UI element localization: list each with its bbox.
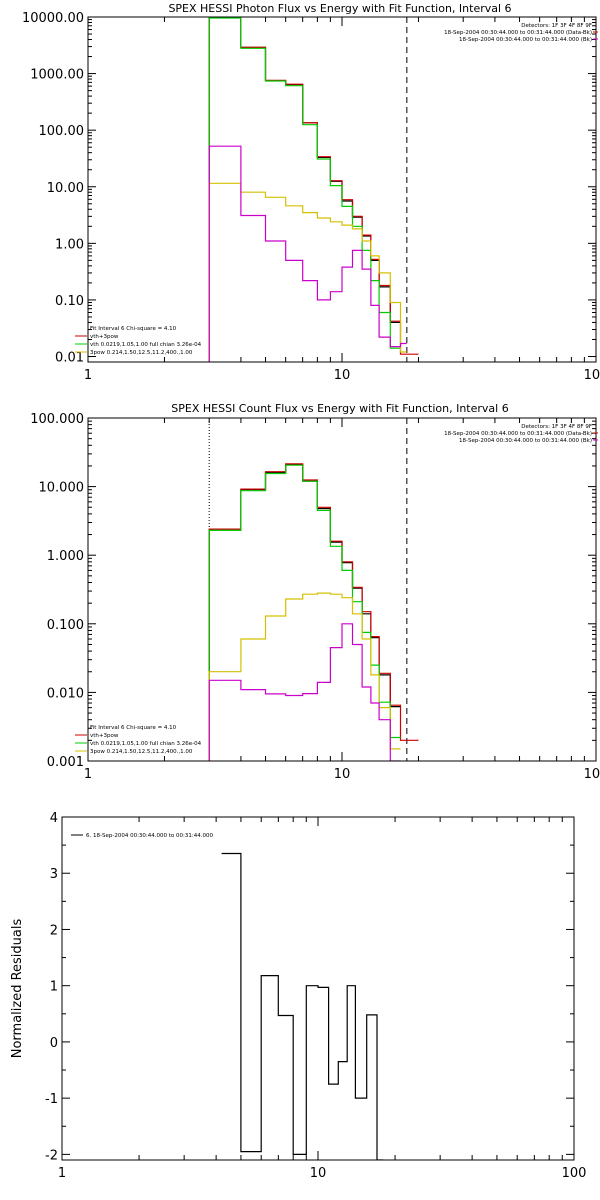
- info-text: 18-Sep-2004 00:30:44.000 to 00:31:44.000…: [444, 30, 592, 36]
- y-tick-label: 0: [50, 1036, 58, 1051]
- x-tick-label: 100: [584, 368, 600, 383]
- y-axis-label: Normalized Residuals: [10, 919, 25, 1059]
- series-line-1: [208, 17, 401, 362]
- chart-panel-2: SPEX HESSI Count Flux vs Energy with Fit…: [30, 402, 600, 782]
- y-tick-label: 10000.00: [22, 11, 84, 26]
- y-tick-label: -1: [45, 1092, 58, 1107]
- series-line-5: [208, 145, 407, 362]
- info-text: 18-Sep-2004 00:30:44.000 to 00:31:44.000…: [459, 37, 592, 43]
- plot-frame: [87, 417, 597, 762]
- x-tick-label: 10: [334, 767, 351, 782]
- x-tick-label: 100: [562, 1166, 587, 1181]
- y-tick-label: 0.010: [47, 686, 84, 701]
- y-tick-label: 1.00: [55, 237, 84, 252]
- series-line-3: [208, 17, 401, 362]
- plot-frame: [87, 16, 597, 363]
- chart-title: SPEX HESSI Count Flux vs Energy with Fit…: [171, 402, 508, 415]
- info-text: Detectors: 1F 3F 4F 8F 9F: [521, 424, 592, 430]
- series-line-5: [208, 623, 401, 761]
- y-tick-label: 1.000: [47, 549, 84, 564]
- y-tick-label: 0.100: [47, 618, 84, 633]
- series-line-1: [221, 852, 384, 1160]
- x-tick-label: 10: [310, 1166, 327, 1181]
- legend-entry: 3pow 0.214,1.50,12.5,11.2,400.,1.00: [90, 749, 193, 755]
- y-tick-label: 100.00: [39, 124, 85, 139]
- y-tick-label: 10.000: [39, 481, 85, 496]
- x-tick-label: 1: [84, 368, 92, 383]
- series-line-4: [208, 182, 407, 362]
- series-line-4: [208, 592, 401, 761]
- chart-title: SPEX HESSI Photon Flux vs Energy with Fi…: [168, 2, 511, 15]
- y-tick-label: 10.00: [47, 181, 84, 196]
- legend-entry: vth+3pow: [90, 334, 119, 340]
- y-tick-label: 0.01: [55, 351, 84, 366]
- x-tick-label: 1: [58, 1166, 66, 1181]
- y-tick-label: 0.001: [47, 755, 84, 770]
- y-tick-label: 4: [50, 811, 58, 826]
- y-tick-label: 100.000: [30, 412, 84, 427]
- chart-panel-1: SPEX HESSI Photon Flux vs Energy with Fi…: [22, 2, 600, 383]
- series-line-3: [208, 464, 401, 761]
- y-tick-label: 0.10: [55, 294, 84, 309]
- legend-entry: 6. 18-Sep-2004 00:30:44.000 to 00:31:44.…: [86, 833, 213, 839]
- legend-entry: vth 0.0219,1.05,1.00 full chian 3.26e-04: [90, 342, 202, 348]
- info-text: 18-Sep-2004 00:30:44.000 to 00:31:44.000…: [444, 431, 592, 437]
- legend-entry: Fit Interval 6 Chi-square = 4.10: [90, 725, 177, 731]
- legend-entry: Fit Interval 6 Chi-square = 4.10: [90, 326, 177, 332]
- legend-entry: vth 0.0219,1.05,1.00 full chian 3.26e-04: [90, 741, 202, 747]
- x-tick-label: 100: [584, 767, 600, 782]
- series-line-1: [208, 463, 401, 761]
- info-text: Detectors: 1F 3F 4F 8F 9F: [521, 23, 592, 29]
- info-text: 18-Sep-2004 00:30:44.000 to 00:31:44.000…: [459, 438, 592, 444]
- legend-entry: 3pow 0.214,1.50,12.5,11.2,400.,1.00: [90, 350, 193, 356]
- x-tick-label: 1: [84, 767, 92, 782]
- y-tick-label: 3: [50, 867, 58, 882]
- x-tick-label: 10: [334, 368, 351, 383]
- y-tick-label: 1: [50, 980, 58, 995]
- y-tick-label: 1000.00: [30, 68, 84, 83]
- legend-entry: vth+3pow: [90, 733, 119, 739]
- y-tick-label: -2: [45, 1148, 58, 1163]
- plot-frame: [61, 816, 575, 1161]
- y-tick-label: 2: [50, 923, 58, 938]
